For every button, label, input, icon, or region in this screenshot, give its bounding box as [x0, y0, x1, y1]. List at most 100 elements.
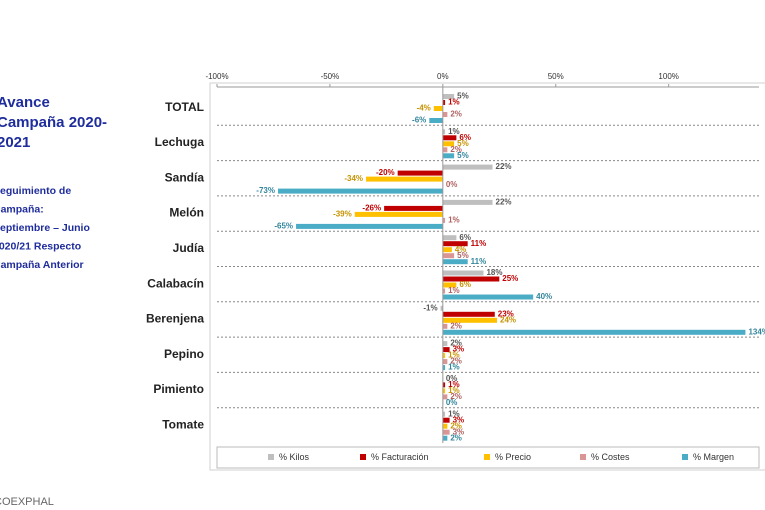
legend-label: % Facturación: [371, 452, 429, 462]
legend-label: % Costes: [591, 452, 630, 462]
value-label: 6%: [459, 280, 471, 289]
bar: [442, 129, 446, 135]
bar: [442, 270, 484, 276]
category-label: Pimiento: [153, 382, 204, 396]
bar: [442, 388, 446, 394]
side-subtitle: Campaña:: [0, 203, 44, 215]
bar: [277, 188, 443, 194]
legend-swatch: [682, 454, 688, 460]
bar: [296, 223, 443, 229]
bar: [384, 205, 443, 211]
category-label: Sandía: [165, 170, 205, 184]
bar: [433, 106, 443, 111]
bar: [442, 323, 448, 329]
bar: [442, 353, 446, 359]
chart-frame: [209, 82, 765, 471]
bar: [442, 141, 455, 147]
value-label: 5%: [457, 151, 469, 160]
value-label: 1%: [448, 363, 460, 372]
value-label: -65%: [274, 222, 293, 231]
bar: [442, 311, 495, 317]
value-label: 1%: [448, 386, 460, 395]
bar: [442, 247, 452, 253]
legend-swatch: [580, 454, 586, 460]
value-label: 0%: [446, 374, 458, 383]
value-label: 3%: [453, 415, 465, 424]
value-label: 6%: [459, 233, 471, 242]
bar: [442, 164, 493, 170]
value-label: 5%: [457, 139, 469, 148]
x-tick-label: 0%: [437, 72, 449, 81]
category-label: TOTAL: [165, 100, 204, 114]
side-subtitle: 2020/21 Respecto: [0, 240, 81, 252]
bar: [442, 429, 450, 435]
category-label: Pepino: [164, 347, 204, 361]
value-label: 134%: [748, 327, 765, 336]
value-label: 1%: [448, 351, 460, 360]
value-label: 1%: [448, 409, 460, 418]
bar: [442, 347, 450, 353]
bar: [442, 259, 468, 265]
bar: [442, 317, 498, 323]
value-label: 24%: [500, 315, 516, 324]
value-label: 18%: [486, 268, 502, 277]
value-label: 0%: [446, 398, 458, 407]
value-label: 3%: [453, 427, 465, 436]
value-label: 2%: [450, 321, 462, 330]
legend-box: [216, 446, 760, 469]
bar: [442, 411, 446, 417]
x-tick-label: 100%: [658, 72, 678, 81]
value-label: 23%: [498, 309, 514, 318]
x-tick-label: -50%: [321, 72, 340, 81]
bar: [442, 135, 457, 141]
value-label: -26%: [362, 204, 381, 213]
legend-label: % Kilos: [279, 452, 310, 462]
value-label: 4%: [455, 245, 467, 254]
value-label: -4%: [417, 104, 431, 113]
bar: [442, 282, 457, 288]
value-label: 2%: [450, 392, 462, 401]
value-label: 22%: [496, 198, 512, 207]
bar: [442, 199, 493, 205]
x-tick-label: 50%: [548, 72, 564, 81]
bar: [442, 435, 448, 441]
bar: [442, 276, 500, 282]
category-label: Calabacín: [147, 276, 204, 290]
bar: [429, 118, 443, 123]
value-label: 6%: [459, 133, 471, 142]
value-label: 1%: [448, 380, 460, 389]
value-label: 22%: [496, 162, 512, 171]
side-title: Campaña 2020-: [0, 114, 107, 131]
value-label: -1%: [423, 303, 437, 312]
value-label: -34%: [344, 174, 363, 183]
bar: [440, 305, 443, 311]
side-subtitle: Seguimiento de: [0, 185, 71, 197]
bar: [442, 417, 450, 423]
category-label: Tomate: [162, 418, 204, 432]
value-label: 3%: [453, 345, 465, 354]
x-tick-label: -100%: [205, 72, 228, 81]
bar: [442, 153, 455, 159]
bar: [442, 394, 448, 400]
bar: [442, 341, 448, 347]
legend-swatch: [360, 454, 366, 460]
bar: [442, 423, 448, 429]
value-label: 2%: [450, 421, 462, 430]
bar: [442, 365, 446, 371]
value-label: 2%: [450, 357, 462, 366]
value-label: 5%: [457, 251, 469, 260]
bar: [442, 329, 746, 335]
bar: [442, 94, 455, 99]
side-title: 2021: [0, 134, 30, 151]
side-title: Avance: [0, 94, 50, 111]
value-label: 25%: [502, 274, 518, 283]
legend-label: % Margen: [693, 452, 734, 462]
category-label: Judía: [173, 241, 205, 255]
bar: [442, 147, 448, 153]
side-subtitle: Campaña Anterior: [0, 259, 84, 271]
bar: [442, 359, 448, 365]
bar: [442, 241, 468, 247]
category-label: Berenjena: [146, 312, 204, 326]
category-label: Lechuga: [155, 135, 205, 149]
